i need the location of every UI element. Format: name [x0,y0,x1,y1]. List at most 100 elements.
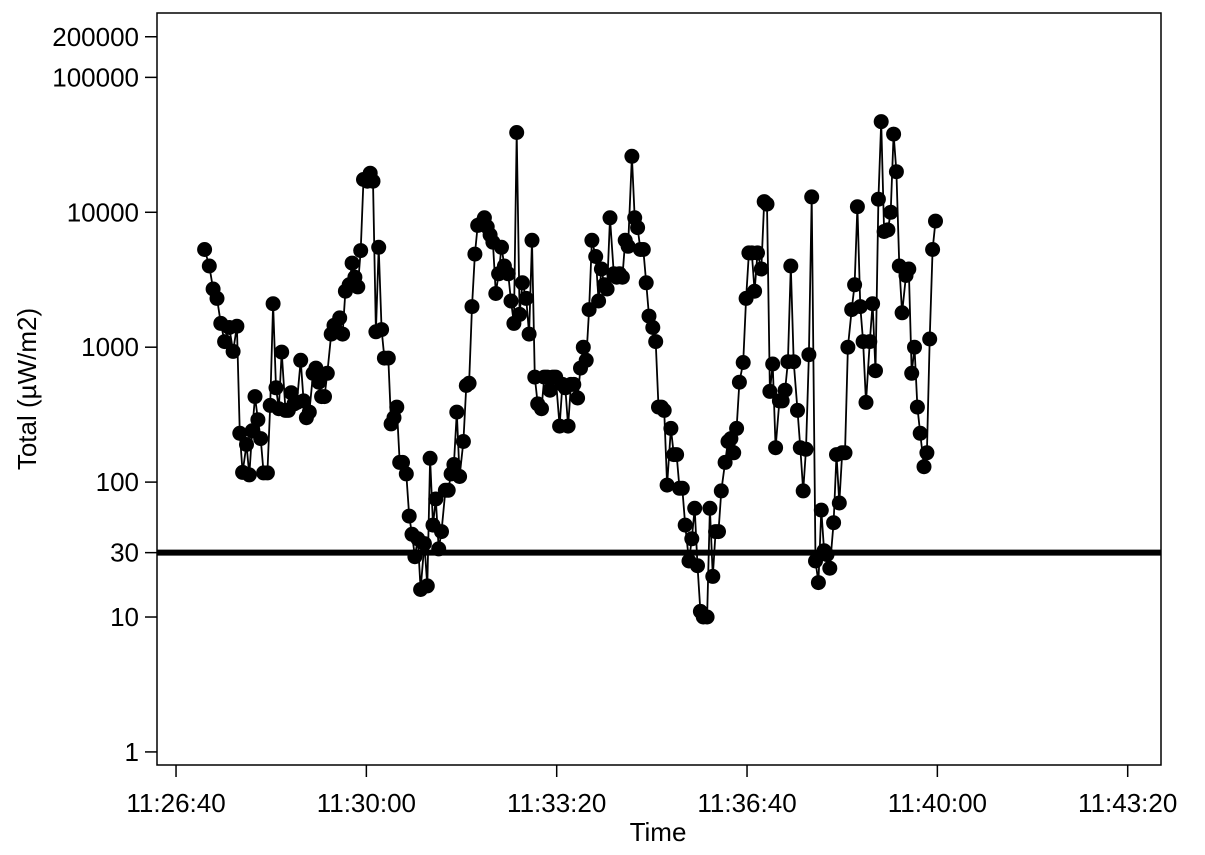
data-point [268,380,284,396]
data-point [398,466,414,482]
data-point [783,258,799,274]
y-tick-label: 200000 [52,22,139,52]
data-point [808,553,823,569]
data-point [570,390,586,406]
data-point [669,447,685,463]
data-point [858,394,874,410]
data-point [865,296,881,312]
data-point [690,558,705,574]
data-point [713,483,729,499]
data-point [648,334,664,350]
data-point [813,502,829,518]
data-point [768,440,784,456]
data-point [711,524,726,540]
data-point [494,239,509,255]
data-point [371,239,387,255]
data-point [822,560,838,576]
data-point [624,148,640,164]
data-point [928,213,943,229]
data-point [826,515,842,531]
x-tick-label: 11:40:00 [888,788,987,818]
data-point [731,374,747,390]
data-point [542,382,558,398]
data-point [265,296,281,312]
data-point [217,334,233,350]
x-tick-label: 11:36:40 [697,788,796,818]
data-point [296,393,312,409]
data-point [907,339,922,355]
data-point [389,399,405,415]
data-point [790,402,805,418]
y-tick-label: 10 [110,602,139,632]
data-point [521,326,537,342]
data-point [225,343,241,359]
data-point [509,125,525,140]
data-point [620,238,636,254]
data-point [699,609,715,625]
data-point [904,365,920,381]
data-point [503,293,519,309]
data-point [798,441,814,457]
data-point [350,279,366,295]
data-point [344,255,360,271]
data-point [762,383,778,399]
data-point [566,376,582,392]
data-point [464,299,480,315]
data-point [534,401,549,417]
y-tick-label: 100000 [52,62,139,92]
data-point [512,306,528,322]
data-point [365,173,381,189]
data-point [894,305,910,321]
data-point [578,352,594,368]
data-point [560,418,576,434]
data-point [759,196,775,212]
data-point [488,286,504,301]
data-point [880,222,896,238]
data-point [581,302,597,318]
data-point [449,404,465,420]
data-point [201,258,217,274]
data-point [635,242,651,257]
data-point [253,431,269,447]
data-point [524,232,540,248]
y-tick-label: 1 [125,737,139,767]
data-point [868,363,883,379]
data-point [332,310,348,326]
data-point [401,508,417,524]
data-point [729,420,745,436]
data-point [319,365,335,381]
y-tick-label: 30 [110,538,139,568]
data-point [395,454,410,470]
data-point [247,389,263,405]
data-point [819,547,835,563]
data-point [232,425,248,441]
data-point [705,568,721,584]
data-point [641,308,657,324]
data-point [293,352,309,368]
data-point [852,299,868,315]
data-point [663,420,679,436]
data-point [747,283,763,299]
data-point [455,434,471,449]
data-point [440,482,456,498]
y-tick-label: 10000 [67,197,139,227]
data-point [461,375,477,391]
data-point [801,347,817,363]
data-point [416,536,432,552]
data-point [837,445,853,461]
data-point [726,445,742,461]
data-point [684,531,700,547]
data-point [434,524,449,540]
data-point [659,477,675,493]
data-point [614,269,630,285]
data-point [591,293,607,309]
data-point [735,355,751,370]
data-point [588,249,604,264]
data-point [645,320,661,335]
data-point [919,445,935,461]
data-point [810,575,826,591]
data-point [518,290,534,306]
data-point [750,245,765,261]
data-point [209,290,225,306]
